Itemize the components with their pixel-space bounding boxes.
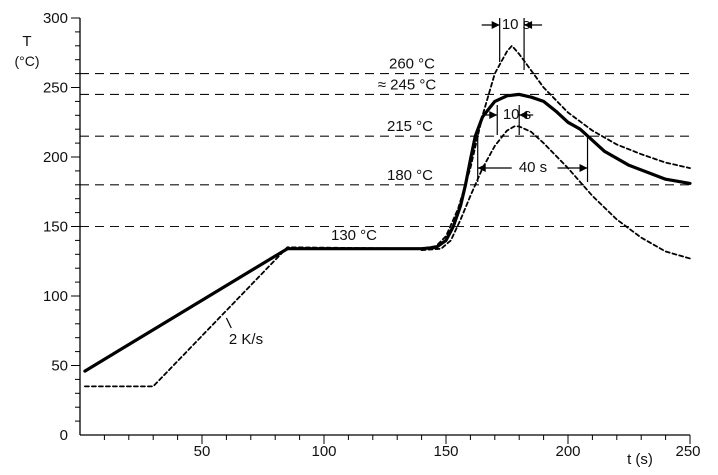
y-tick-label: 300 (43, 10, 68, 27)
series (83, 44, 692, 388)
reference-line-label: 215 °C (387, 118, 433, 135)
reference-lines: 260 °C ≈ 245 °C 215 °C 180 °C (80, 56, 690, 228)
x-tick-label: 200 (555, 443, 580, 460)
series-line-solid (83, 92, 692, 373)
arrow-head (477, 164, 486, 172)
y-tick-label: 150 (43, 219, 68, 236)
series-line-dashed-2 (420, 125, 691, 260)
slope-label: 2 K/s (229, 331, 263, 348)
x-axis-label: t (s) (627, 451, 653, 468)
arrow-head (579, 164, 588, 172)
arrow-head (491, 21, 500, 29)
y-tick-label: 100 (43, 288, 68, 305)
y-tick-label: 250 (43, 80, 68, 97)
peak-window-label: 10 s (502, 16, 530, 33)
series-line-dashed-1 (84, 44, 691, 388)
ticks: 0 50 100 150 200 250 300 50 100 150 200 250 (43, 10, 701, 460)
y-tick-label: 0 (60, 427, 68, 444)
reference-line-label: ≈ 245 °C (378, 76, 437, 93)
annotations: T (°C) t (s) 130 °C 2 K/s 10 s 10 s 40 s (14, 16, 652, 468)
x-tick-label: 100 (311, 443, 336, 460)
x-tick-label: 250 (675, 443, 700, 460)
x-tick-label: 50 (194, 443, 211, 460)
x-tick-label: 150 (433, 443, 458, 460)
plateau-label: 130 °C (331, 227, 377, 244)
y-tick-label: 50 (51, 358, 68, 375)
reference-line-label: 260 °C (389, 56, 435, 73)
y-axis-label-top: T (22, 33, 31, 50)
slope-leader (225, 317, 232, 329)
arrow-head (524, 21, 533, 29)
liquidus-window-label: 40 s (519, 159, 547, 176)
inner-window-label: 10 s (503, 106, 531, 123)
reference-line-label: 180 °C (387, 167, 433, 184)
y-axis-label-bottom: (°C) (14, 53, 39, 69)
y-tick-label: 200 (43, 149, 68, 166)
arrow-head (519, 111, 528, 119)
arrow-head (489, 111, 498, 119)
